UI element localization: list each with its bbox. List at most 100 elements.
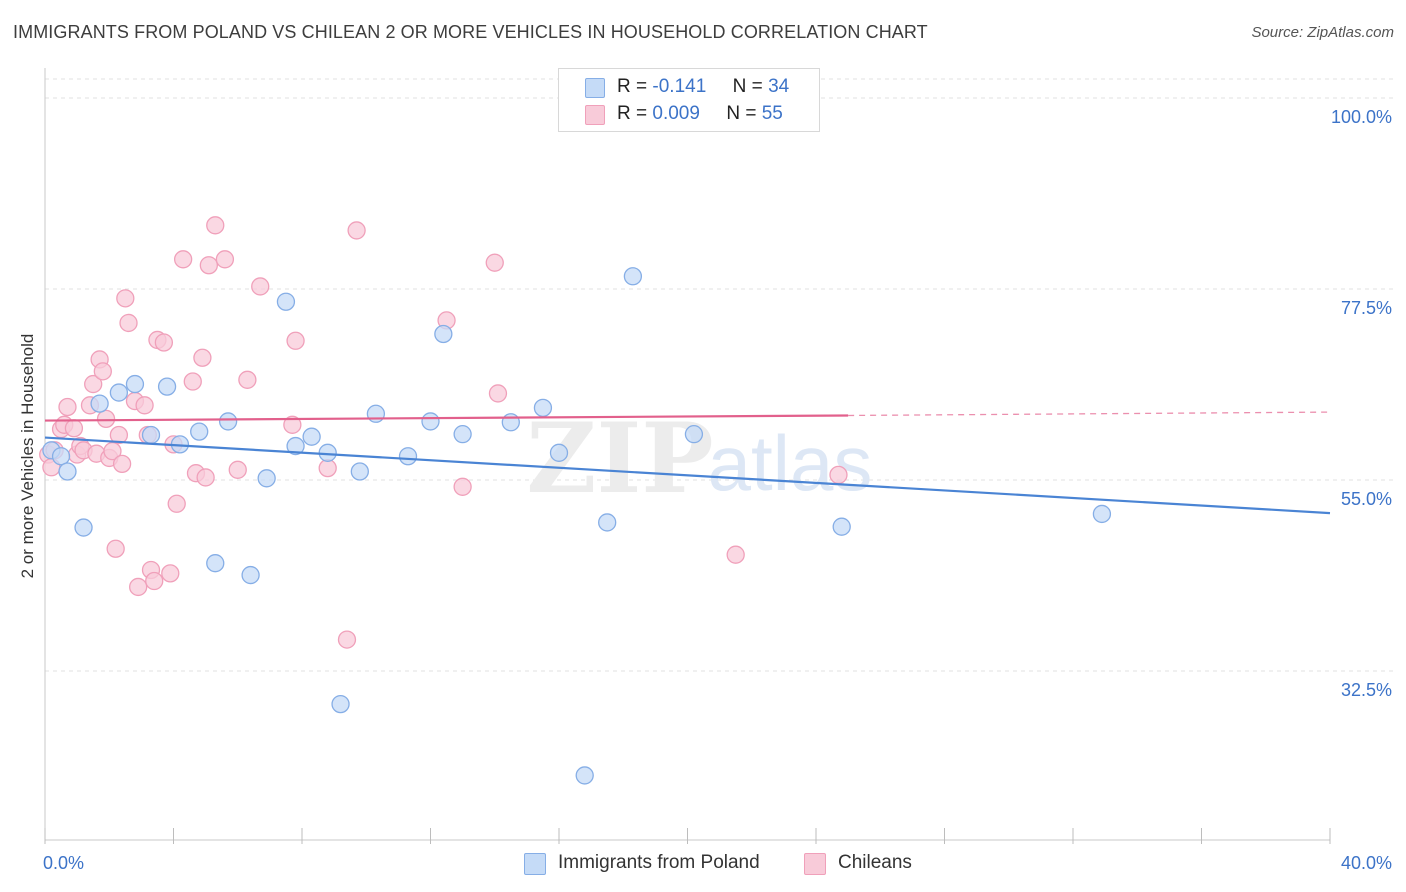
chileans-point: [167, 494, 186, 513]
chileans-point: [183, 372, 202, 391]
chileans-point: [318, 458, 337, 478]
chileans-point: [488, 384, 508, 403]
x-tick-label: 0.0%: [43, 853, 84, 873]
poland-point: [1092, 504, 1112, 524]
chileans-point: [347, 221, 366, 240]
chileans-point: [161, 564, 180, 583]
chileans-point: [129, 577, 148, 597]
y-tick-label: 77.5%: [1341, 298, 1392, 318]
poland-point: [218, 412, 238, 431]
chileans-stats: R = 0.009 N = 55: [617, 103, 783, 125]
poland-legend-label: Immigrants from Poland: [558, 852, 760, 873]
poland-point: [157, 377, 177, 396]
poland-point: [832, 517, 851, 536]
chileans-point: [64, 419, 84, 438]
r-value: 0.009: [652, 103, 700, 124]
poland-point: [241, 565, 260, 585]
chileans-point: [84, 374, 103, 394]
r-value: -0.141: [652, 76, 707, 97]
chileans-point: [109, 425, 129, 445]
chileans-point: [206, 216, 225, 235]
chileans-point: [145, 571, 164, 591]
poland-stats: R = -0.141 N = 34: [617, 76, 789, 98]
poland-point: [684, 425, 704, 444]
y-tick-label: 32.5%: [1341, 680, 1392, 700]
poland-point: [331, 694, 350, 714]
poland-point: [190, 422, 209, 441]
chileans-point: [337, 630, 357, 649]
chileans-point: [173, 250, 193, 269]
r-label: R =: [617, 103, 648, 124]
chileans-point: [135, 396, 154, 415]
n-label: N =: [726, 103, 757, 124]
poland-point: [74, 518, 93, 537]
chileans-trend-extension: [848, 411, 1331, 417]
poland-trend-line: [44, 436, 1331, 515]
chileans-point: [103, 441, 122, 461]
poland-point: [501, 413, 520, 432]
data-points: [39, 216, 1112, 785]
chileans-point: [93, 362, 112, 381]
tick-labels: 100.0% 77.5% 55.0% 32.5% 0.0% 40.0%: [43, 107, 1392, 873]
chileans-point: [286, 331, 305, 350]
poland-point: [366, 404, 386, 423]
source-label: Source: ZipAtlas.com: [1251, 24, 1394, 41]
poland-point: [257, 469, 276, 488]
poland-point: [206, 554, 225, 573]
poland-swatch: [585, 78, 605, 98]
chileans-point: [238, 370, 257, 389]
chileans-point: [283, 415, 302, 434]
poland-point: [598, 513, 617, 532]
poland-point: [58, 462, 77, 481]
y-tick-label: 100.0%: [1331, 107, 1392, 127]
x-tick-label: 40.0%: [1341, 853, 1392, 873]
chileans-swatch: [585, 105, 605, 125]
chileans-point: [96, 409, 116, 429]
poland-point: [453, 425, 472, 444]
poland-point: [141, 425, 161, 445]
poland-point: [109, 383, 129, 402]
watermark-atlas: atlas: [708, 419, 873, 507]
chileans-point: [116, 289, 135, 308]
chileans-point: [228, 460, 247, 479]
chileans-point: [193, 348, 212, 367]
poland-point: [549, 443, 569, 462]
chileans-trend-line: [44, 414, 849, 422]
poland-point: [434, 324, 453, 344]
poland-legend-swatch: [524, 853, 546, 875]
chileans-point: [119, 313, 138, 333]
chileans-point: [453, 477, 472, 496]
y-axis-label: 2 or more Vehicles in Household: [18, 333, 37, 579]
chileans-point: [215, 250, 235, 269]
poland-point: [350, 462, 369, 481]
chileans-point: [58, 397, 77, 417]
n-value: 34: [768, 76, 790, 97]
poland-point: [398, 447, 418, 466]
chileans-point: [251, 277, 270, 296]
poland-point: [125, 374, 145, 394]
chileans-point: [154, 333, 174, 352]
chileans-point: [106, 539, 125, 558]
chileans-point: [199, 256, 218, 275]
stats-legend: R = -0.141 N = 34 R = 0.009 N = 55: [558, 68, 820, 132]
trend-lines: [44, 411, 1331, 515]
poland-point: [286, 436, 305, 456]
n-label: N =: [732, 76, 763, 97]
r-label: R =: [617, 76, 648, 97]
poland-point: [302, 427, 321, 446]
chileans-point: [829, 465, 848, 485]
chileans-point: [485, 253, 504, 272]
y-tick-label: 55.0%: [1341, 489, 1392, 509]
poland-point: [90, 394, 109, 413]
chileans-legend-label: Chileans: [838, 852, 912, 873]
chileans-point: [726, 545, 745, 564]
chileans-legend-swatch: [804, 853, 826, 875]
poland-point: [276, 292, 296, 311]
poland-point: [533, 398, 553, 417]
poland-point: [575, 766, 594, 785]
chileans-point: [112, 454, 132, 474]
poland-point: [623, 267, 643, 286]
poland-point: [421, 412, 440, 431]
